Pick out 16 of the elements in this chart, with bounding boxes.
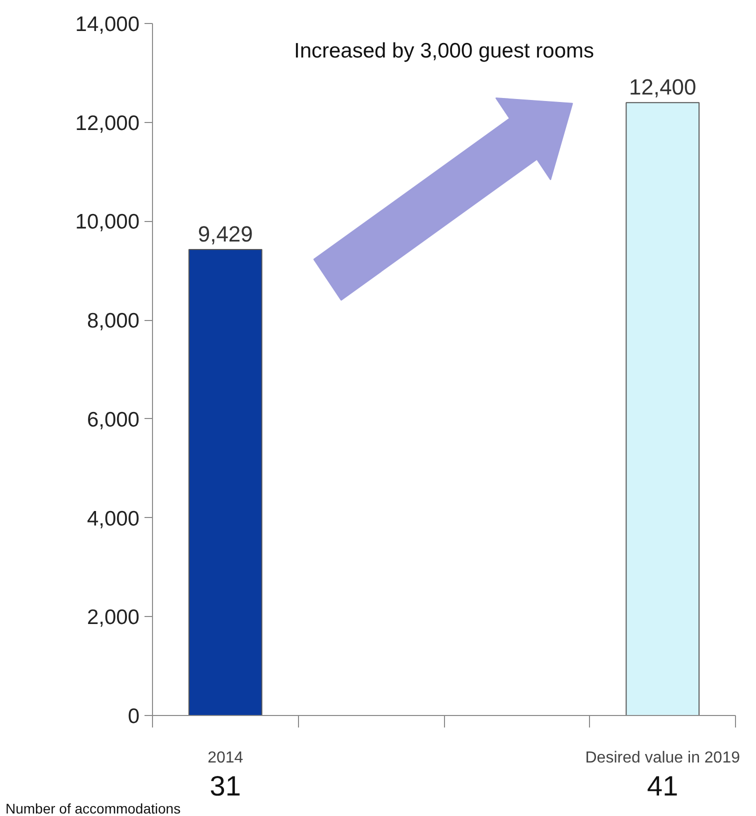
y-tick-label: 0 bbox=[128, 705, 140, 728]
x-tick-label: Desired value in 2019 bbox=[585, 750, 740, 766]
text: Number of accommodations bbox=[6, 800, 181, 816]
text: 31 bbox=[210, 770, 241, 802]
y-tick-label: 12,000 bbox=[75, 112, 140, 135]
y-tick-label: 6,000 bbox=[86, 408, 140, 432]
y-tick-label: 10,000 bbox=[75, 210, 140, 234]
y-tick-label: 2,000 bbox=[86, 606, 140, 630]
data-label: 9,429 bbox=[198, 221, 253, 246]
y-tick-label: 14,000 bbox=[75, 13, 140, 36]
annotation: Increased by 3,000 guest rooms bbox=[294, 40, 594, 63]
x-tick-label: 2014 bbox=[208, 750, 244, 766]
data-label: 12,400 bbox=[628, 74, 696, 100]
text: 41 bbox=[647, 770, 678, 802]
y-tick-label: 4,000 bbox=[86, 507, 140, 530]
y-tick-label: 8,000 bbox=[86, 310, 140, 333]
